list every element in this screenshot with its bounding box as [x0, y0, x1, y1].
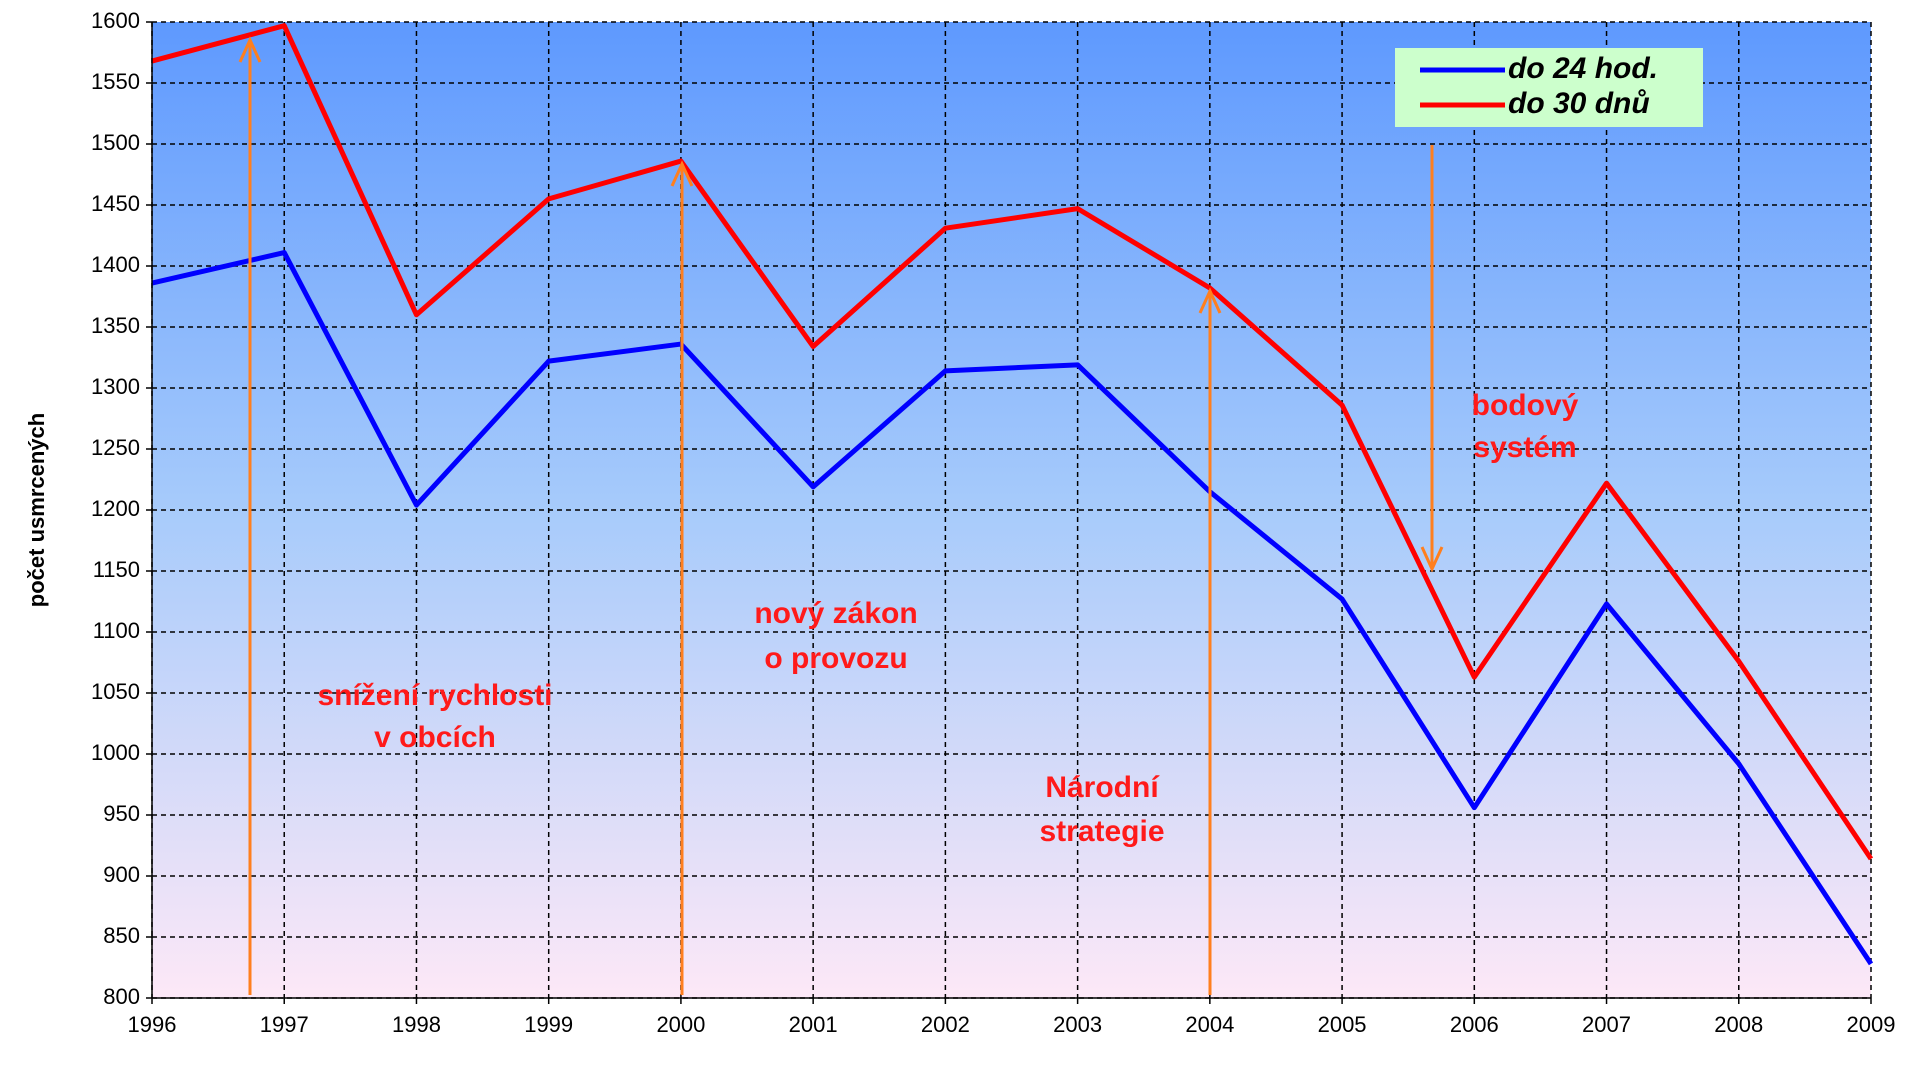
- y-tick-label: 1500: [91, 130, 140, 155]
- annotation: strategie: [1039, 815, 1164, 848]
- y-tick-label: 1400: [91, 252, 140, 277]
- y-tick-label: 800: [103, 984, 140, 1009]
- y-tick-label: 1450: [91, 191, 140, 216]
- series-lines: [151, 23, 1874, 966]
- arrow: [1198, 287, 1222, 995]
- y-tick-label: 900: [103, 862, 140, 887]
- y-tick-label: 1050: [91, 679, 140, 704]
- x-tick-label: 1997: [260, 1012, 309, 1037]
- y-tick-label: 1350: [91, 313, 140, 338]
- x-tick-label: 2001: [789, 1012, 838, 1037]
- y-tick-label: 1600: [91, 8, 140, 33]
- y-tick-label: 1300: [91, 374, 140, 399]
- annotation-arrows: [238, 36, 1444, 995]
- x-tick-label: 1996: [128, 1012, 177, 1037]
- y-tick-label: 1250: [91, 435, 140, 460]
- y-tick-label: 850: [103, 923, 140, 948]
- y-tick-label: 950: [103, 801, 140, 826]
- x-tick-label: 2000: [656, 1012, 705, 1037]
- annotation: v obcích: [374, 721, 496, 754]
- y-tick-label: 1100: [93, 618, 140, 643]
- arrow: [1420, 145, 1444, 573]
- legend-box: [1395, 48, 1703, 127]
- x-tick-label: 2005: [1318, 1012, 1367, 1037]
- x-tick-label: 1999: [524, 1012, 573, 1037]
- legend: do 24 hod.do 30 dnů: [1420, 52, 1658, 120]
- annotation: bodový: [1472, 389, 1579, 422]
- y-tick-label: 1000: [91, 740, 140, 765]
- y-tick-label: 1550: [91, 69, 140, 94]
- series-line: [151, 250, 1874, 966]
- x-tick-label: 2009: [1847, 1012, 1896, 1037]
- y-tick-label: 1150: [93, 557, 140, 582]
- annotation: o provozu: [764, 642, 907, 675]
- x-tick-label: 2007: [1582, 1012, 1631, 1037]
- series-line: [151, 23, 1874, 861]
- legend-label: do 24 hod.: [1508, 52, 1658, 85]
- x-tick-label: 2002: [921, 1012, 970, 1037]
- x-tick-label: 2004: [1185, 1012, 1234, 1037]
- annotation: systém: [1473, 431, 1576, 464]
- y-axis-label: počet usmrcených: [24, 413, 49, 607]
- x-tick-label: 2006: [1450, 1012, 1499, 1037]
- arrow: [670, 160, 694, 995]
- annotation: Národní: [1045, 771, 1160, 804]
- annotation: snížení rychlosti: [317, 679, 552, 712]
- legend-label: do 30 dnů: [1508, 87, 1650, 120]
- x-tick-label: 1998: [392, 1012, 441, 1037]
- x-tick-label: 2003: [1053, 1012, 1102, 1037]
- y-tick-label: 1200: [91, 496, 140, 521]
- arrow: [238, 36, 262, 995]
- x-tick-label: 2008: [1714, 1012, 1763, 1037]
- annotation: nový zákon: [754, 597, 917, 630]
